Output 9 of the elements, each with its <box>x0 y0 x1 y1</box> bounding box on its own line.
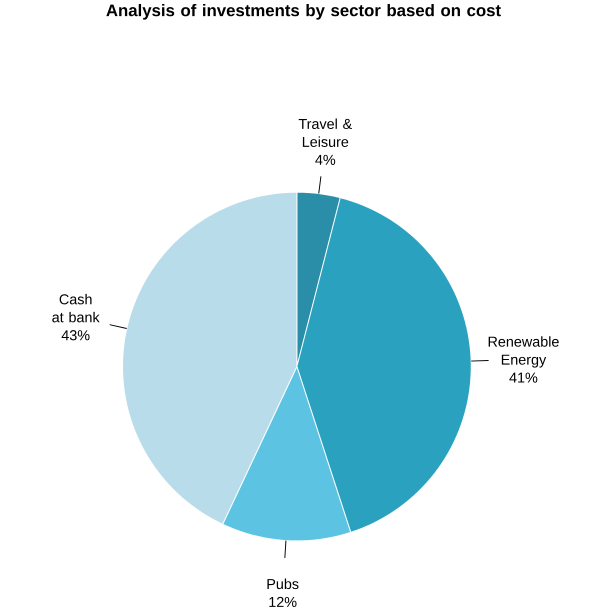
slice-label: Cash at bank <box>52 294 100 322</box>
data-label: 4% <box>315 154 336 165</box>
chart-title: Analysis of investments by sector based on cost <box>106 4 501 20</box>
data-label: 41% <box>509 372 538 383</box>
slice-label: Pubs <box>267 578 299 590</box>
data-label: 12% <box>269 596 297 607</box>
data-label: 43% <box>62 330 90 340</box>
slice-label: Travel & Leisure <box>298 118 352 147</box>
slice-label: Renewable Energy <box>488 336 559 368</box>
